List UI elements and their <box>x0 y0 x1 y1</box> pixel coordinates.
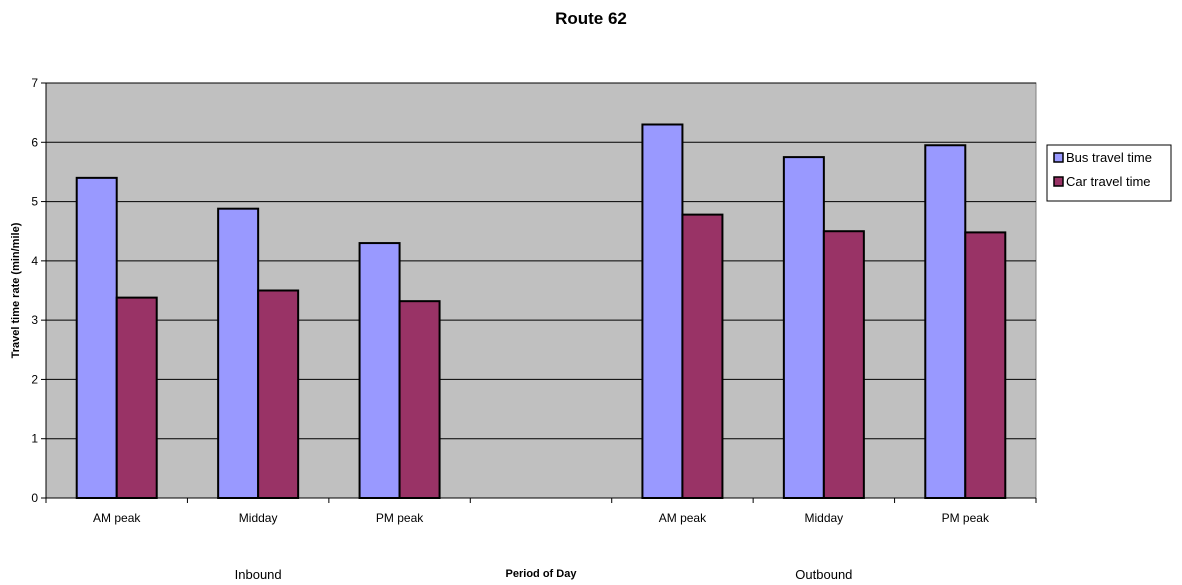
y-tick-label: 0 <box>31 491 38 505</box>
bar-bus <box>358 242 401 499</box>
bar-bus <box>782 156 825 499</box>
x-tick-label: PM peak <box>942 511 990 525</box>
chart-title: Route 62 <box>555 9 627 28</box>
legend: Bus travel time Car travel time <box>1046 144 1172 202</box>
plot-background <box>45 82 1037 499</box>
bar-bus <box>217 207 260 500</box>
x-tick-label: AM peak <box>93 511 141 525</box>
legend-swatch <box>1053 152 1064 163</box>
legend-label: Car travel time <box>1066 174 1151 189</box>
y-tick-label: 7 <box>31 76 38 90</box>
bar-bus <box>924 144 967 499</box>
y-axis-title: Travel time rate (min/mile) <box>10 222 22 358</box>
bar-car <box>115 296 158 499</box>
legend-box <box>1046 144 1172 202</box>
bar-car <box>964 231 1007 499</box>
legend-label: Bus travel time <box>1066 150 1152 165</box>
x-tick-label: Midday <box>239 511 278 525</box>
bar-car <box>681 213 724 499</box>
y-tick-label: 5 <box>31 195 38 209</box>
y-tick-label: 1 <box>31 432 38 446</box>
group-label: Outbound <box>795 567 852 582</box>
bar-car <box>822 230 865 499</box>
group-label: Inbound <box>235 567 282 582</box>
y-tick-label: 3 <box>31 313 38 327</box>
bar-car <box>398 300 441 499</box>
x-tick-label: PM peak <box>376 511 424 525</box>
bar-bus <box>641 123 684 499</box>
y-tick-label: 6 <box>31 135 38 149</box>
y-tick-label: 2 <box>31 372 38 386</box>
x-tick-label: AM peak <box>659 511 707 525</box>
bar-car <box>257 289 300 499</box>
x-tick-label: Midday <box>805 511 844 525</box>
bar-bus <box>75 176 118 499</box>
plot-area: 0 1 2 3 4 5 6 7 AM peak Midday PM peak AM peak Midda… <box>31 76 1037 582</box>
x-axis-title: Period of Day <box>506 568 578 580</box>
y-tick-label: 4 <box>31 254 38 268</box>
legend-swatch <box>1053 176 1064 187</box>
